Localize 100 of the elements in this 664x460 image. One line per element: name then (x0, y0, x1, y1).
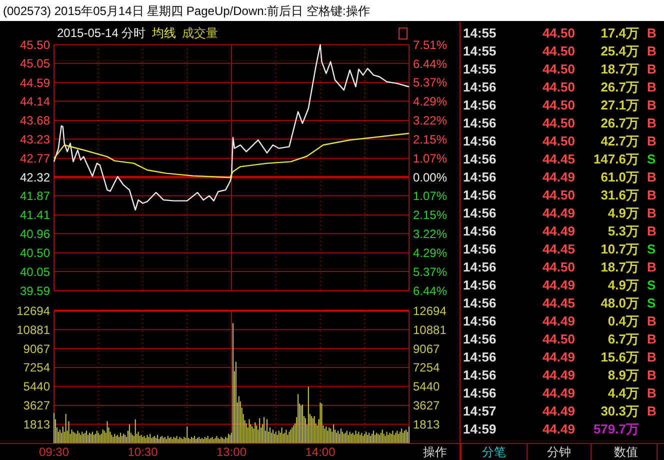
text: 44.45 (542, 296, 575, 311)
text: 27.1万 (600, 98, 639, 113)
text: 579.7万 (593, 422, 639, 437)
text: B (647, 332, 656, 347)
text: 14:55 (463, 44, 496, 59)
text: B (647, 44, 656, 59)
text: 4.9万 (608, 278, 639, 293)
y-tick-label: 39.59 (20, 284, 50, 298)
text: 61.0万 (600, 170, 639, 185)
text: B (647, 134, 656, 149)
text: 31.6万 (600, 188, 639, 203)
y-tick-label: 1813 (23, 417, 50, 432)
text: 44.50 (542, 134, 575, 149)
text: B (647, 116, 656, 131)
text: 30.3万 (600, 404, 639, 419)
text: B (647, 368, 656, 383)
y-tick-label: 44.59 (20, 76, 50, 90)
y-tick-label: 44.14 (20, 94, 50, 109)
y-tick-label: 40.96 (20, 226, 50, 241)
text: B (647, 350, 656, 365)
y2-tick-label: 3.22% (413, 227, 448, 242)
y2-tick-label: 1.07% (413, 151, 448, 166)
text: 44.49 (542, 314, 575, 329)
y2-tick-label: 1.07% (413, 189, 448, 204)
text: 26.7万 (600, 80, 639, 95)
y-tick-label: 41.87 (20, 188, 50, 203)
text: 10.7万 (600, 242, 639, 257)
text: 44.50 (542, 116, 575, 131)
x-tick-label: 14:00 (305, 445, 336, 459)
y-tick-label: 40.50 (20, 246, 50, 260)
text: 14:56 (463, 296, 496, 311)
text: B (647, 98, 656, 113)
chart-title: (002573) 2015年05月14日 星期四 PageUp/Down:前后日 空格键:操作 (3, 4, 370, 18)
text: 14:57 (463, 404, 496, 419)
y2-tick-label: 3627 (413, 398, 440, 413)
y-tick-label: 42.32 (20, 170, 50, 184)
y-tick-label: 7254 (23, 360, 50, 375)
text: 14:56 (463, 206, 496, 221)
text: 15.6万 (600, 350, 639, 365)
y-tick-label: 40.05 (20, 264, 50, 279)
y-tick-label: 43.23 (20, 132, 50, 146)
text: 44.50 (542, 98, 575, 113)
text: 4.4万 (608, 386, 639, 401)
text: 14:56 (463, 278, 496, 293)
y2-tick-label: 10881 (413, 322, 447, 337)
y-tick-label: 42.77 (20, 152, 50, 166)
y2-tick-label: 7.51% (413, 38, 448, 52)
text: B (647, 80, 656, 95)
x-tick-label: 10:30 (128, 445, 158, 459)
y2-tick-label: 6.44% (413, 284, 448, 298)
text: 14:56 (463, 170, 496, 185)
text: 44.50 (542, 188, 575, 203)
y-tick-label: 45.05 (20, 56, 50, 71)
text: 44.50 (542, 44, 575, 59)
text: S (647, 152, 656, 167)
text: 14:56 (463, 224, 496, 239)
y-tick-label: 10881 (16, 322, 50, 337)
text: 14:56 (463, 116, 496, 131)
text: 14:56 (463, 368, 496, 383)
y-tick-label: 45.50 (20, 38, 50, 52)
text: 6.7万 (608, 332, 639, 347)
text: 14:56 (463, 332, 496, 347)
text: 18.7万 (600, 260, 639, 275)
x-tick-label: 09:30 (38, 445, 70, 459)
text: 0.4万 (608, 314, 639, 329)
text: 17.4万 (600, 26, 639, 41)
category-label: 分钟 (547, 445, 571, 460)
text: 14:56 (463, 314, 496, 329)
text: S (647, 242, 656, 257)
text: 44.49 (542, 422, 575, 437)
text: 14:56 (463, 134, 496, 149)
text: B (647, 224, 656, 239)
y2-tick-label: 4.29% (413, 246, 448, 260)
text: 14:56 (463, 386, 496, 401)
y2-tick-label: 5440 (413, 380, 440, 394)
text: 8.9万 (608, 368, 639, 383)
chart-subtitle: 2015-05-14 分时 (57, 26, 146, 40)
text: 成交量 (182, 26, 218, 40)
category-label: 操作 (423, 445, 447, 460)
text: 147.6万 (593, 152, 639, 167)
text: 14:56 (463, 350, 496, 365)
text: 14:56 (463, 242, 496, 257)
text: 44.49 (542, 404, 575, 419)
text: 14:56 (463, 260, 496, 275)
text: B (647, 188, 656, 203)
y2-tick-label: 5.37% (413, 265, 448, 280)
y-tick-label: 12694 (16, 304, 50, 318)
category-label: 分笔 (482, 445, 506, 460)
text: S (647, 278, 656, 293)
y2-tick-label: 1813 (413, 417, 440, 432)
text: 44.45 (542, 152, 575, 167)
text: 44.49 (542, 368, 575, 383)
text: B (647, 26, 656, 41)
y-tick-label: 41.41 (20, 208, 50, 222)
text: 25.4万 (600, 44, 639, 59)
text: 44.49 (542, 224, 575, 239)
y-tick-label: 43.68 (20, 114, 50, 128)
y2-tick-label: 6.44% (413, 56, 448, 71)
text: B (647, 314, 656, 329)
text: 14:56 (463, 152, 496, 167)
